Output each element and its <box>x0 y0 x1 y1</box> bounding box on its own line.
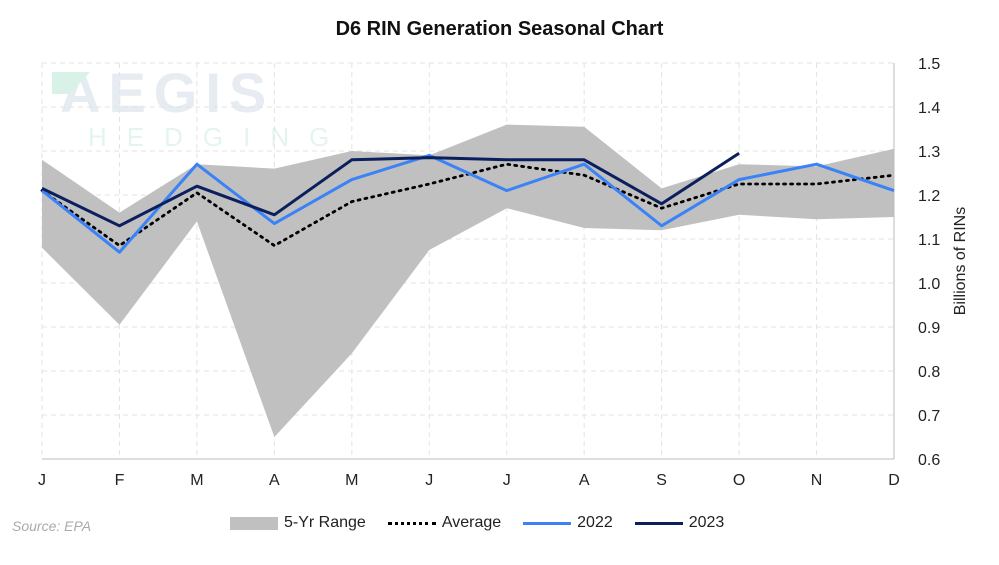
x-tick-label: F <box>115 472 125 489</box>
legend-item-2022: 2022 <box>523 514 613 532</box>
source-note: Source: EPA <box>12 518 92 534</box>
y-tick-label: 0.8 <box>918 364 940 381</box>
legend-swatch <box>230 516 278 530</box>
chart-title: D6 RIN Generation Seasonal Chart <box>335 18 664 40</box>
x-tick-label: A <box>579 472 590 489</box>
y-tick-label: 1.1 <box>918 232 940 249</box>
legend-label: 2023 <box>688 514 725 531</box>
y-axis-label: Billions of RINs <box>952 207 969 315</box>
legend-item-average: Average <box>387 514 502 532</box>
x-tick-label: O <box>733 472 745 489</box>
x-tick-label: J <box>38 472 46 489</box>
y-tick-label: 1.2 <box>918 188 940 205</box>
y-tick-label: 1.5 <box>918 56 940 73</box>
watermark-logo-sub: HEDGING <box>88 122 349 152</box>
series-line-2023 <box>41 151 740 228</box>
legend-swatch <box>523 521 572 525</box>
y-tick-label: 0.6 <box>918 452 940 469</box>
legend-swatch <box>387 521 436 525</box>
y-tick-label: 0.9 <box>918 320 940 337</box>
watermark-logo: AEGIS <box>60 61 274 124</box>
y-tick-label: 0.7 <box>918 408 940 425</box>
legend-item-2023: 2023 <box>634 514 725 532</box>
x-tick-label: N <box>811 472 823 489</box>
legend-label: Average <box>441 514 502 531</box>
legend: 5-Yr Range Average 2022 2023 <box>230 514 724 532</box>
y-tick-label: 1.4 <box>918 100 940 117</box>
y-tick-label: 1.3 <box>918 144 940 161</box>
x-tick-label: S <box>656 472 667 489</box>
y-tick-label: 1.0 <box>918 276 940 293</box>
x-tick-label: M <box>345 472 358 489</box>
watermark-logo-mark <box>52 72 90 94</box>
legend-label: 5-Yr Range <box>284 514 366 531</box>
x-tick-label: D <box>888 472 900 489</box>
x-tick-label: M <box>190 472 203 489</box>
legend-label: 2022 <box>577 514 613 531</box>
x-tick-label: A <box>269 472 280 489</box>
series-line-2022 <box>41 153 895 254</box>
x-tick-label: J <box>425 472 433 489</box>
legend-item-range: 5-Yr Range <box>230 514 366 532</box>
x-tick-label: J <box>503 472 511 489</box>
legend-swatch <box>634 521 683 525</box>
